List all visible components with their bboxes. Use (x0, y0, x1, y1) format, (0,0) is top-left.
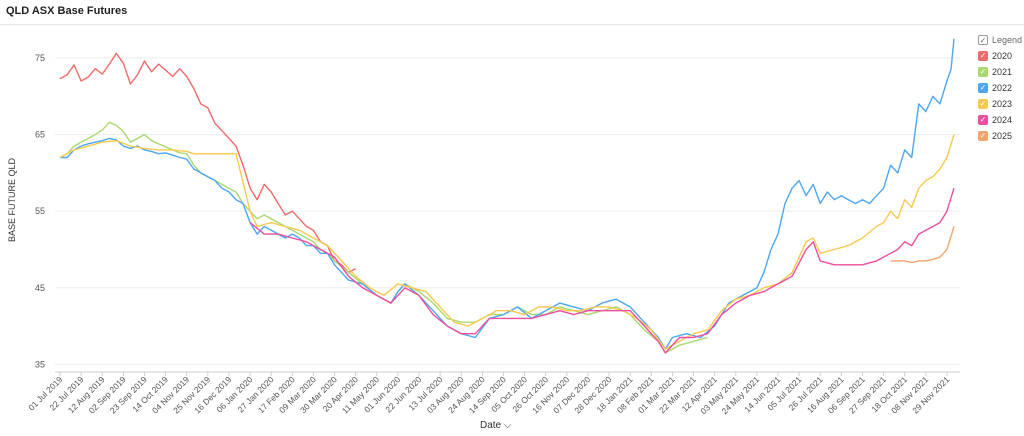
y-tick-label: 35 (35, 359, 45, 369)
legend-item-2022[interactable]: ✓ 2022 (978, 80, 1022, 96)
chart-title: QLD ASX Base Futures (6, 5, 128, 17)
legend-toggle-checkbox[interactable]: ✓ (978, 35, 988, 45)
series-lines (59, 38, 955, 354)
legend-item-2025[interactable]: ✓ 2025 (978, 128, 1022, 144)
legend-label: 2023 (992, 99, 1013, 109)
chevron-down-icon: ⌵ (503, 420, 512, 431)
series-line-2021 (59, 121, 708, 354)
series-line-2025 (890, 226, 955, 264)
series-line-2022 (60, 38, 955, 350)
legend: ✓ Legend ✓ 2020 ✓ 2021 ✓ 2022 ✓ 2023 ✓ 2024 ✓ 2025 (978, 32, 1022, 144)
legend-label: 2025 (992, 131, 1013, 141)
legend-item-2020[interactable]: ✓ 2020 (978, 48, 1022, 64)
series-line-2023 (59, 134, 955, 350)
legend-label: 2022 (992, 83, 1013, 93)
series-line-2020 (59, 52, 357, 274)
y-tick-label: 75 (35, 53, 45, 63)
legend-item-2021[interactable]: ✓ 2021 (978, 64, 1022, 80)
title-divider (0, 24, 1024, 25)
legend-checkbox[interactable]: ✓ (978, 131, 988, 141)
legend-checkbox[interactable]: ✓ (978, 83, 988, 93)
x-axis-label[interactable]: Date ⌵ (480, 420, 512, 431)
legend-item-2024[interactable]: ✓ 2024 (978, 112, 1022, 128)
grid-lines (55, 57, 960, 373)
y-tick-label: 65 (35, 130, 45, 140)
legend-header[interactable]: ✓ Legend (978, 32, 1022, 48)
y-axis-label: BASE FUTURE QLD (7, 157, 17, 243)
x-axis-label-text: Date (480, 420, 502, 431)
y-tick-label: 55 (35, 206, 45, 216)
legend-title: Legend (992, 35, 1023, 45)
legend-checkbox[interactable]: ✓ (978, 51, 988, 61)
legend-label: 2021 (992, 67, 1013, 77)
legend-checkbox[interactable]: ✓ (978, 67, 988, 77)
legend-label: 2020 (992, 51, 1013, 61)
y-tick-labels: 35 45 55 65 75 (35, 53, 45, 369)
legend-label: 2024 (992, 115, 1013, 125)
legend-checkbox[interactable]: ✓ (978, 99, 988, 109)
legend-item-2023[interactable]: ✓ 2023 (978, 96, 1022, 112)
y-tick-label: 45 (35, 283, 45, 293)
series-line-2024 (249, 187, 955, 354)
legend-checkbox[interactable]: ✓ (978, 115, 988, 125)
